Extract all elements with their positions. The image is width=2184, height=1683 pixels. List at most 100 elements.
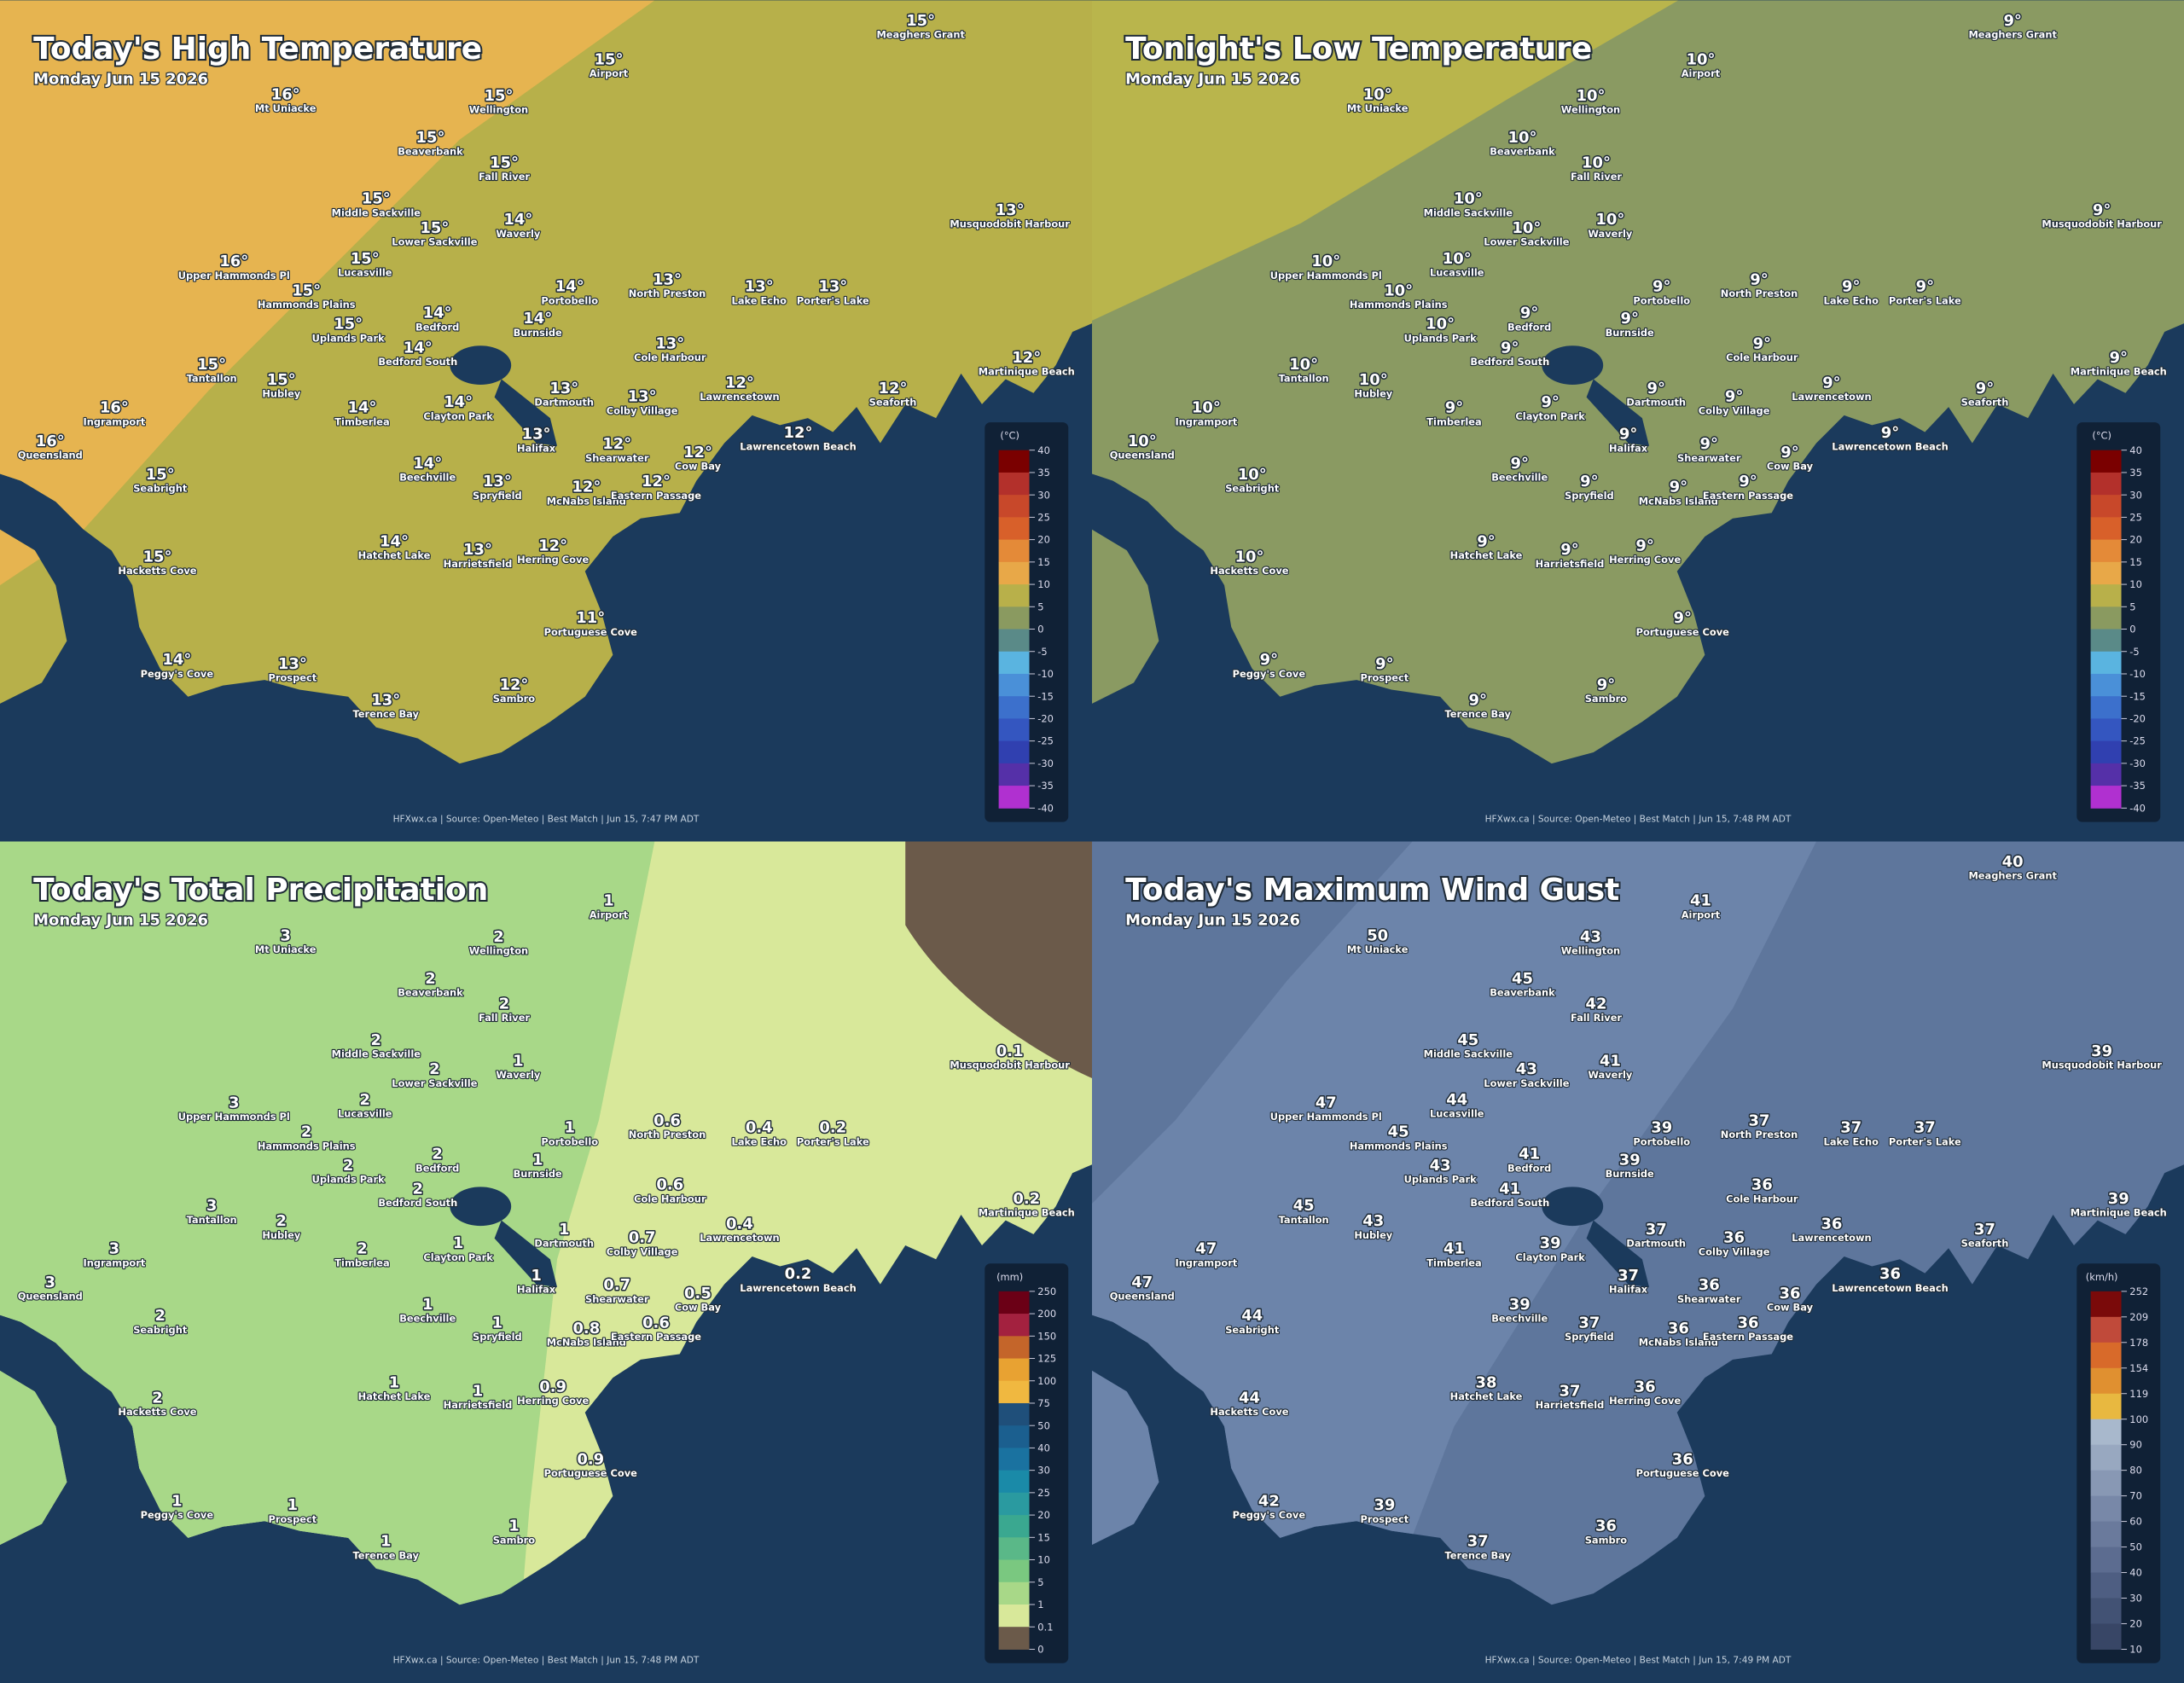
place-name: Lawrencetown [700,1232,779,1244]
place-value: 2 [301,1123,311,1141]
place-name: Hatchet Lake [1450,1390,1523,1402]
place-name: Hatchet Lake [1450,549,1523,561]
place-value: 50 [1367,926,1388,944]
place-value: 1 [603,892,613,910]
place-value: 15° [334,316,363,334]
place-value: 36 [1879,1265,1901,1283]
map-panel: Today's High Temperature Monday Jun 15 20… [0,0,1092,842]
place-name: Porter's Lake [797,294,869,306]
place-name: Prospect [268,1513,317,1525]
place-value: 10° [1359,371,1388,389]
place-name: Lucasville [338,1108,392,1120]
legend-tick-label: -5 [2129,646,2139,658]
place-value: 3 [280,926,290,944]
place-name: Ingramport [1175,1256,1237,1268]
place-value: 41 [1519,1146,1540,1164]
place-value: 2 [425,970,435,988]
legend-tick-label: 75 [1037,1397,1050,1409]
place-value: 36 [1779,1285,1800,1303]
place-value: 36 [1723,1229,1745,1247]
legend-tick-label: 119 [2129,1388,2148,1400]
place-name: Burnside [1606,327,1654,339]
place-value: 14° [380,532,409,550]
place-value: 9° [1700,435,1718,453]
place-value: 10° [1595,211,1624,229]
place-name: Peggy's Cove [1233,1509,1306,1521]
place-value: 9° [1469,692,1487,710]
place-value: 15° [197,356,226,374]
legend-title: (mm) [996,1271,1023,1283]
place-name: Airport [1682,908,1721,920]
place-value: 11° [576,609,605,627]
place-name: Lawrencetown Beach [740,1282,856,1294]
legend-tick-label: -30 [2129,757,2146,769]
legend-tick-label: 35 [2129,467,2142,479]
legend-swatch [998,1470,1030,1494]
legend-swatch [998,1425,1030,1448]
place-value: 1 [380,1533,391,1551]
place-value: 1 [508,1518,519,1535]
legend-tick-label: 100 [1037,1375,1056,1387]
place-name: Waverly [496,228,541,240]
place-name: Middle Sackville [1424,1048,1513,1060]
place-name: Colby Village [1699,404,1770,416]
legend-swatch [2090,495,2122,518]
place-name: Beaverbank [398,987,463,999]
legend-tick-label: -20 [2129,713,2146,725]
place-value: 0.2 [1013,1190,1040,1208]
place-value: 12° [642,473,671,490]
place-name: Musquodobit Harbour [2042,1059,2162,1071]
place-value: 37 [1646,1221,1667,1239]
legend-tick-label: 10 [2129,1644,2142,1656]
place-value: 0.4 [746,1119,773,1137]
place-name: Meaghers Grant [876,28,965,40]
place-name: Eastern Passage [611,1331,701,1343]
place-value: 2 [152,1389,162,1407]
place-name: Upper Hammonds Pl [178,1111,290,1123]
place-name: Shearwater [585,1293,649,1305]
place-name: Mt Uniacke [1347,102,1409,114]
legend-tick-label: -25 [2129,735,2146,747]
legend-swatch [998,740,1030,764]
place-name: Wellington [469,945,528,957]
place-value: 15° [362,190,391,208]
place-name: Bedford [1507,1162,1551,1174]
place-value: 9° [1647,380,1664,398]
legend-swatch [2090,450,2122,473]
place-name: Cole Harbour [634,351,706,363]
place-value: 13° [653,270,682,288]
place-name: Bedford [415,321,459,333]
legend-tick-label: 200 [1037,1308,1056,1320]
place-name: Portuguese Cove [1636,626,1730,638]
legend-tick-label: 60 [2129,1516,2142,1528]
place-value: 44 [1241,1307,1263,1325]
place-name: Lower Sackville [392,1077,477,1089]
place-value: 1 [513,1052,523,1070]
place-value: 3 [229,1094,239,1111]
place-name: Spryfield [1565,490,1614,502]
place-value: 9° [1520,305,1538,322]
place-name: Peggy's Cove [141,1509,214,1521]
panel-subtitle: Monday Jun 15 2026 [33,70,208,88]
credit: HFXwx.ca | Source: Open-Meteo | Best Mat… [393,814,700,825]
place-name: Beechville [1491,472,1548,484]
legend-tick-label: -35 [1037,780,1054,792]
place-value: 13° [463,541,492,559]
place-value: 10° [1289,356,1318,374]
place-value: 39 [1374,1496,1395,1514]
place-value: 13° [549,380,578,398]
place-name: Terence Bay [1445,708,1512,720]
legend-tick-label: 125 [1037,1353,1056,1365]
place-name: Clayton Park [423,410,493,422]
place-value: 44 [1446,1091,1467,1109]
place-name: Bedford [415,1162,459,1174]
place-name: Beaverbank [1490,146,1555,158]
place-name: Martinique Beach [979,366,1075,378]
place-value: 10° [1363,85,1392,103]
legend-swatch [998,673,1030,697]
place-name: McNabs Island [547,1337,626,1349]
place-name: Meaghers Grant [1968,28,2057,40]
place-name: Porter's Lake [797,1135,869,1147]
legend-swatch [998,1314,1030,1337]
place-name: Middle Sackville [332,206,421,218]
